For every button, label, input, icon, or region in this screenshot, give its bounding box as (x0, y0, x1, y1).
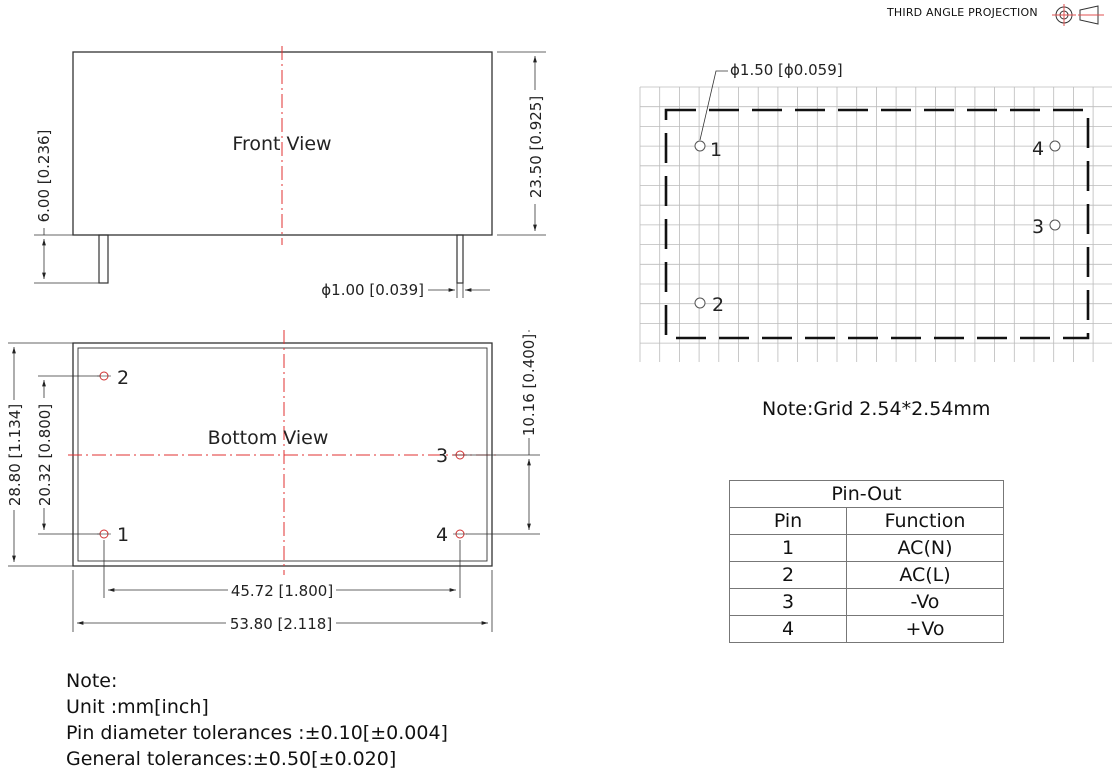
front-pin-length-label: 6.00 [0.236] (35, 130, 53, 223)
grid-pin-4-label: 4 (1032, 138, 1044, 160)
bottom-pin-4-label: 4 (436, 524, 448, 546)
pinout-cell-pin: 3 (729, 588, 847, 616)
notes-line-general-tolerance: General tolerances:±0.50[±0.020] (66, 748, 397, 770)
bottom-height-label: 28.80 [1.134] (6, 404, 24, 506)
bottom-pin-2: 2 (97, 367, 129, 389)
pinout-cell-function: -Vo (846, 588, 1004, 616)
bottom-pin-2-label: 2 (117, 367, 129, 389)
grid-view: 1 2 3 4 ϕ1.50 [ϕ0.059] (639, 59, 1112, 362)
grid-pin-1-label: 1 (710, 139, 722, 161)
pinout-header-pin: Pin (729, 507, 847, 535)
bottom-pin3-offset-label: 10.16 [0.400] (520, 334, 538, 436)
pinout-cell-pin: 4 (729, 615, 847, 643)
bottom-view-title: Bottom View (208, 427, 329, 449)
grid-pin-2: 2 (694, 294, 724, 316)
grid-pin-2-label: 2 (712, 294, 724, 316)
front-view-title: Front View (232, 133, 331, 155)
projection-label: THIRD ANGLE PROJECTION (887, 6, 1038, 19)
front-height-label: 23.50 [0.925] (527, 96, 545, 198)
bottom-pin-4: 4 (436, 524, 467, 546)
bottom-pin-3-label: 3 (436, 445, 448, 467)
pinout-cell-pin: 1 (729, 534, 847, 562)
grid-pin-3: 3 (1032, 216, 1061, 238)
pinout-cell-function: AC(N) (846, 534, 1004, 562)
front-view: Front View 23.50 [0.925] 6.00 [0.236] ϕ1… (34, 46, 546, 299)
grid-hole-diameter-label: ϕ1.50 [ϕ0.059] (730, 61, 843, 79)
grid-note: Note:Grid 2.54*2.54mm (762, 398, 991, 420)
bottom-width-label: 53.80 [2.118] (230, 615, 332, 633)
bottom-pin-1: 1 (97, 524, 129, 546)
pinout-cell-function: +Vo (846, 615, 1004, 643)
table-row: 1 AC(N) (729, 534, 1004, 562)
front-pin-diameter-label: ϕ1.00 [0.039] (321, 281, 424, 299)
notes-line-unit: Unit :mm[inch] (66, 696, 209, 718)
bottom-pin-span-h-label: 45.72 [1.800] (231, 582, 333, 600)
bottom-pin-1-label: 1 (117, 524, 129, 546)
table-row: 2 AC(L) (729, 561, 1004, 589)
table-row: 4 +Vo (729, 615, 1004, 643)
grid-pin-3-label: 3 (1032, 216, 1044, 238)
notes-block: Note: Unit :mm[inch] Pin diameter tolera… (66, 668, 448, 772)
grid-lines (639, 86, 1112, 362)
grid-pin-4: 4 (1032, 138, 1061, 160)
pinout-cell-function: AC(L) (846, 561, 1004, 589)
pinout-cell-pin: 2 (729, 561, 847, 589)
bottom-pin-3: 3 (436, 445, 467, 467)
front-pin-right (456, 234, 464, 284)
pinout-table: Pin-Out Pin Function 1 AC(N) 2 AC(L) 3 -… (729, 480, 1004, 643)
notes-title: Note: (66, 670, 118, 692)
front-pin-left (98, 234, 109, 284)
bottom-view-body-inner (77, 347, 488, 562)
third-angle-projection-symbol (1052, 4, 1104, 26)
grid-pin-1: 1 (694, 139, 722, 161)
notes-line-pin-tolerance: Pin diameter tolerances :±0.10[±0.004] (66, 722, 448, 744)
pinout-table-title: Pin-Out (729, 480, 1004, 508)
bottom-pin-span-v-label: 20.32 [0.800] (36, 404, 54, 506)
bottom-view: Bottom View 2 1 3 4 28.80 [1.134] (6, 330, 540, 633)
pinout-header-function: Function (846, 507, 1004, 535)
grid-module-outline (664, 108, 1090, 340)
table-row: 3 -Vo (729, 588, 1004, 616)
